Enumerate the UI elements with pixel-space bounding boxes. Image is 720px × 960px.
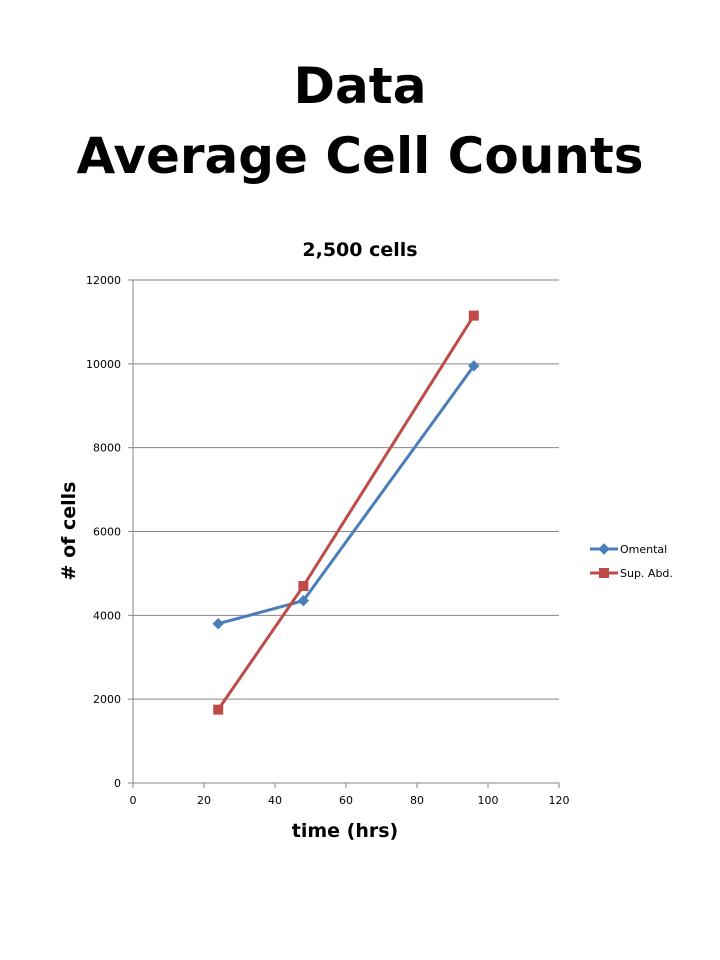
y-tick-label: 8000: [93, 442, 121, 455]
series-sup-abd: [213, 310, 479, 715]
chart-legend: Omental Sup. Abd.: [590, 543, 673, 580]
chart-title: 2,500 cells: [302, 239, 417, 261]
x-axis-title: time (hrs): [292, 820, 398, 842]
slide-title-line2: Average Cell Counts: [76, 127, 644, 185]
y-tick-label: 6000: [93, 526, 121, 539]
data-point-sup-abd: [298, 580, 309, 591]
series-line-omental: [217, 365, 476, 626]
legend-marker-sup-abd: [599, 568, 609, 578]
x-tick-label: 80: [410, 794, 424, 807]
series-layer: [212, 310, 480, 715]
data-point-omental: [212, 618, 224, 630]
data-point-sup-abd: [468, 310, 479, 321]
legend-marker-omental: [598, 543, 610, 555]
x-tick-label: 120: [549, 794, 570, 807]
x-tick-label: 60: [339, 794, 353, 807]
y-axis-title: # of cells: [58, 482, 80, 581]
legend-label-sup-abd: Sup. Abd.: [620, 567, 673, 580]
x-tick-label: 100: [478, 794, 499, 807]
x-tick-label: 20: [197, 794, 211, 807]
series-omental: [212, 360, 480, 630]
data-point-omental: [468, 360, 480, 372]
legend-item-sup-abd: Sup. Abd.: [590, 567, 673, 580]
y-tick-label: 10000: [86, 358, 121, 371]
y-tick-label: 4000: [93, 609, 121, 622]
plot-grid: [132, 279, 559, 784]
data-point-sup-abd: [213, 704, 224, 715]
y-tick-label: 12000: [86, 274, 121, 287]
axis-ticks: 0 2000 4000 6000 8000 10000 12000 0 20 40 60 80 100 1…: [86, 274, 570, 807]
y-tick-label: 2000: [93, 693, 121, 706]
legend-item-omental: Omental: [590, 543, 667, 556]
legend-label-omental: Omental: [620, 543, 667, 556]
x-tick-label: 0: [130, 794, 137, 807]
series-line-sup-abd: [216, 314, 476, 711]
x-tick-label: 40: [268, 794, 282, 807]
data-point-omental: [297, 594, 310, 607]
y-tick-label: 0: [114, 777, 121, 790]
slide-title-line1: Data: [293, 57, 427, 115]
